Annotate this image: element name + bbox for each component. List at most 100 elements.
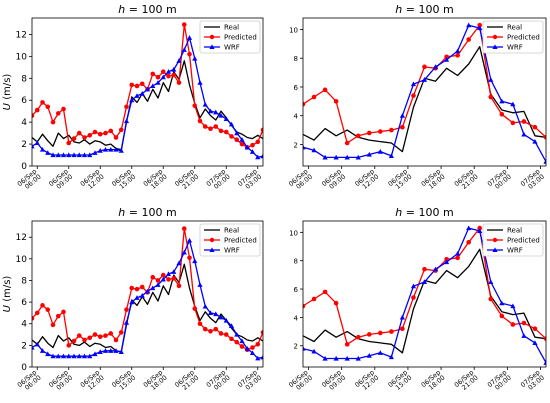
data-point-predicted — [166, 277, 171, 282]
data-point-wrf — [432, 266, 439, 272]
data-point-predicted — [477, 22, 483, 28]
y-tick-label: 2 — [21, 341, 27, 351]
y-tick-label: 8 — [21, 276, 27, 286]
x-tick-label: 07/Sep00:00 — [486, 167, 513, 193]
data-point-predicted — [466, 37, 471, 42]
data-point-wrf — [355, 355, 361, 361]
x-tick-label: 06/Sep09:00 — [320, 167, 347, 193]
data-point-wrf — [176, 260, 182, 266]
data-point-wrf — [477, 228, 483, 234]
data-point-wrf — [207, 310, 214, 316]
data-point-wrf — [303, 144, 306, 150]
data-point-wrf — [244, 144, 250, 150]
data-point-predicted — [532, 326, 538, 332]
x-tick-label: 06/Sep06:00 — [287, 167, 314, 193]
data-point-wrf — [39, 146, 46, 152]
data-point-wrf — [34, 140, 40, 146]
data-point-wrf — [192, 258, 198, 264]
data-point-wrf — [60, 152, 67, 158]
data-point-wrf — [344, 154, 350, 160]
data-point-predicted — [202, 124, 208, 129]
data-point-predicted — [181, 22, 187, 27]
data-point-predicted — [103, 130, 108, 136]
legend: Real Predicted WRF — [482, 20, 544, 54]
legend-label-real: Real — [224, 24, 239, 32]
data-point-wrf — [399, 314, 406, 320]
data-point-wrf — [97, 148, 103, 153]
y-tick-label: 10 — [16, 52, 28, 62]
chart-title-var: h — [395, 206, 402, 219]
data-point-wrf — [333, 154, 339, 160]
data-point-wrf — [113, 348, 119, 353]
y-tick-label: 8 — [294, 258, 298, 266]
data-point-wrf — [249, 350, 256, 356]
data-point-predicted — [150, 274, 156, 280]
legend-marker-wrf — [492, 247, 498, 252]
data-point-wrf — [102, 146, 109, 152]
data-point-wrf — [66, 353, 72, 359]
data-point-predicted — [355, 133, 361, 139]
series-line-wrf — [32, 37, 263, 158]
data-point-predicted — [176, 80, 182, 85]
data-point-wrf — [102, 348, 109, 353]
data-point-predicted — [187, 255, 192, 261]
data-point-wrf — [81, 152, 88, 158]
data-point-wrf — [32, 344, 35, 350]
data-point-wrf — [39, 348, 46, 353]
y-axis-label-unit: (m/s) — [2, 74, 13, 103]
data-point-predicted — [45, 307, 51, 312]
data-point-predicted — [311, 296, 317, 302]
series-predicted — [303, 22, 546, 146]
x-tick-label: 06/Sep06:00 — [16, 167, 43, 193]
data-point-wrf — [239, 338, 245, 344]
data-point-wrf — [150, 285, 156, 291]
legend-marker-predicted — [492, 237, 498, 243]
chart-title-rest: = 100 m — [125, 3, 176, 16]
data-point-wrf — [202, 303, 208, 309]
data-point-wrf — [165, 271, 172, 277]
data-point-wrf — [239, 137, 245, 142]
chart-title: h = 100 m — [395, 206, 453, 219]
data-point-wrf — [228, 121, 235, 127]
data-point-predicted — [55, 313, 61, 319]
data-point-wrf — [87, 353, 93, 359]
x-tick-label: 07/Sep00:00 — [205, 167, 232, 193]
data-point-wrf — [477, 25, 483, 31]
data-point-wrf — [455, 48, 461, 54]
series-wrf — [32, 237, 263, 361]
data-point-wrf — [322, 355, 328, 361]
data-point-predicted — [32, 113, 35, 118]
legend-marker-wrf — [209, 44, 215, 49]
legend-label-predicted: Predicted — [507, 34, 540, 42]
data-point-predicted — [76, 130, 82, 136]
data-point-predicted — [129, 285, 135, 291]
y-tick-label: 10 — [289, 26, 298, 34]
data-point-predicted — [322, 87, 328, 93]
y-tick-label: 12 — [16, 233, 27, 243]
data-point-predicted — [118, 127, 124, 133]
data-point-wrf — [34, 341, 40, 347]
x-tick-label: 07/Sep03:00 — [519, 368, 546, 394]
chart-title-rest: = 100 m — [125, 206, 176, 219]
data-point-wrf — [55, 152, 61, 158]
data-point-wrf — [399, 113, 406, 118]
data-point-wrf — [108, 348, 114, 353]
data-point-predicted — [422, 64, 427, 70]
data-point-predicted — [134, 83, 140, 89]
data-point-predicted — [400, 326, 405, 332]
data-point-predicted — [82, 337, 87, 343]
legend-label-wrf: WRF — [507, 247, 523, 255]
legend-label-wrf: WRF — [224, 44, 240, 52]
data-point-predicted — [208, 126, 213, 132]
series-predicted — [32, 226, 263, 352]
y-tick-label: 10 — [16, 255, 28, 265]
data-point-wrf — [333, 355, 339, 361]
x-tick-label: 07/Sep03:00 — [236, 368, 263, 394]
data-point-predicted — [234, 137, 240, 142]
y-tick-label: 4 — [21, 118, 27, 128]
x-tick-label: 06/Sep06:00 — [16, 368, 43, 394]
data-point-predicted — [322, 289, 328, 295]
data-point-predicted — [411, 295, 416, 300]
data-point-wrf — [81, 353, 88, 359]
chart-title-var: h — [118, 3, 125, 16]
